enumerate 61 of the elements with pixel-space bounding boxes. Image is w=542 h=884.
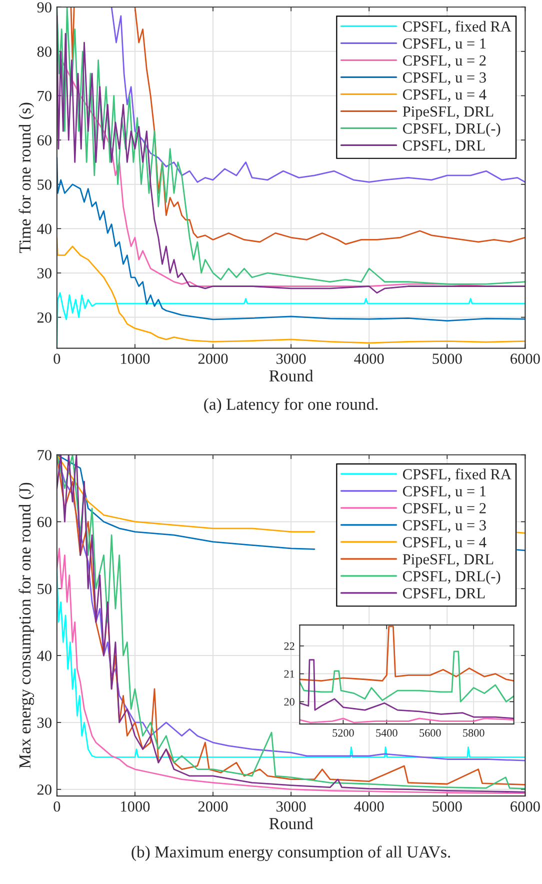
y-tick-label: 30 [38, 718, 52, 728]
y-tick-label: 20 [37, 784, 52, 795]
y-tick-label: 50 [38, 179, 52, 190]
x-tick-label: 5600 [420, 729, 441, 737]
line-series [110, 7, 526, 183]
legend-label: CPSFL, DRL [402, 140, 485, 153]
y-tick-label: 50 [38, 584, 52, 594]
legend-label: CPSFL, fixed RA [402, 468, 512, 482]
x-tick-label: 6000 [510, 801, 540, 812]
x-tick-label: 1000 [121, 354, 150, 364]
y-tick-label: 80 [37, 46, 52, 57]
x-tick-label: 5000 [432, 354, 462, 364]
x-tick-label: 5000 [432, 801, 462, 812]
x-tick-label: 3000 [276, 801, 306, 812]
y-tick-label: 40 [37, 224, 52, 234]
x-tick-label: 4000 [354, 354, 384, 364]
x-axis-title: Round [269, 370, 314, 382]
line-series [300, 650, 514, 702]
y-tick-label: 20 [37, 312, 52, 323]
x-tick-label: 0 [54, 801, 60, 812]
y-tick-label: 60 [37, 516, 52, 528]
line-series [300, 659, 514, 720]
y-axis-title: Time for one round (s) [18, 102, 34, 253]
text: (a) Latency for one round. [204, 398, 378, 414]
legend-label: CPSFL, DRL(-) [402, 122, 500, 137]
x-tick-label: 2000 [198, 354, 228, 364]
legend-label: CPSFL, DRL [402, 588, 485, 601]
y-tick-label: 70 [38, 90, 52, 102]
text: (b) Maximum energy consumption of all UAVs. [132, 846, 450, 862]
legend-label: CPSFL, u = 1 [402, 38, 486, 51]
y-tick-label: 30 [38, 268, 52, 278]
x-tick-label: 0 [54, 354, 60, 364]
legend-label: PipeSFL, DRL [402, 554, 494, 568]
x-tick-label: 4000 [354, 801, 384, 812]
x-tick-label: 5400 [376, 729, 398, 737]
x-tick-label: 5200 [332, 729, 354, 737]
y-tick-label: 70 [38, 450, 52, 460]
legend-label: CPSFL, DRL(-) [402, 570, 500, 585]
line-series [56, 548, 526, 794]
y-tick-label: 21 [284, 670, 294, 678]
x-tick-label: 3000 [276, 354, 306, 364]
x-tick-label: 2000 [198, 801, 228, 812]
x-tick-label: 6000 [510, 354, 540, 364]
legend-label: CPSFL, u = 2 [402, 55, 486, 68]
y-tick-label: 90 [37, 2, 52, 13]
legend-label: CPSFL, u = 4 [402, 89, 486, 102]
legend-label: CPSFL, u = 3 [402, 520, 486, 533]
legend-label: CPSFL, u = 3 [402, 72, 486, 85]
x-tick-label: 1000 [121, 801, 150, 812]
x-tick-label: 5800 [463, 729, 484, 737]
legend-label: PipeSFL, DRL [402, 106, 494, 120]
y-tick-label: 60 [37, 135, 52, 146]
y-tick-label: 20 [284, 698, 294, 706]
y-tick-label: 22 [284, 642, 294, 650]
x-axis-title: Round [269, 818, 314, 830]
y-axis-title: Max energy consumption for one round (J) [18, 482, 34, 768]
y-tick-label: 40 [37, 650, 52, 661]
legend-label: CPSFL, u = 1 [402, 486, 486, 499]
legend-label: CPSFL, fixed RA [402, 20, 512, 34]
legend-label: CPSFL, u = 2 [402, 503, 486, 516]
legend-label: CPSFL, u = 4 [402, 537, 486, 550]
